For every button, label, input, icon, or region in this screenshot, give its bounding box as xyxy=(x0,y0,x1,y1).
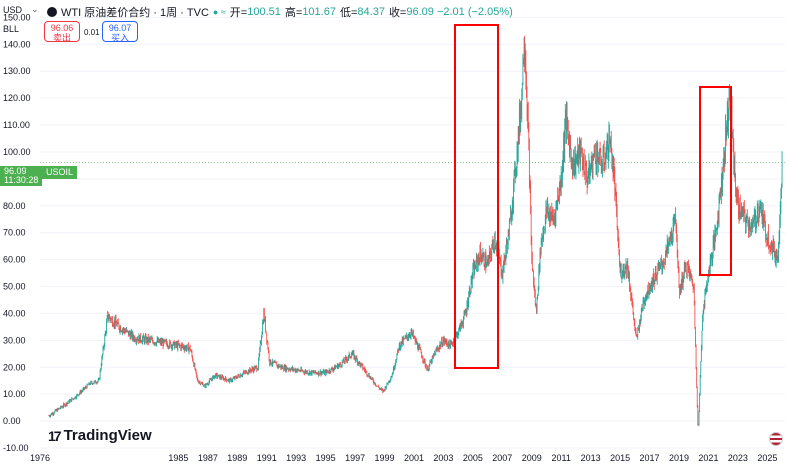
x-tick-label: 1999 xyxy=(375,453,395,463)
x-tick-label: 2015 xyxy=(610,453,630,463)
last-price-tag: 96.09 11:30:28 xyxy=(0,166,43,186)
close-value: 96.09 −2.01 (−2.05%) xyxy=(406,6,513,18)
y-tick-label: 20.00 xyxy=(3,362,26,372)
indicator-icons[interactable]: ● ≈ xyxy=(212,7,226,17)
x-tick-label: 2001 xyxy=(404,453,424,463)
x-tick-label: 2025 xyxy=(757,453,777,463)
sell-button[interactable]: 96.06 卖出 xyxy=(44,21,80,43)
y-tick-label: 110.00 xyxy=(3,120,30,130)
x-tick-label: 1995 xyxy=(316,453,336,463)
y-tick-label: 60.00 xyxy=(3,255,26,265)
x-tick-label: 1997 xyxy=(345,453,365,463)
y-tick-label: 70.00 xyxy=(3,228,26,238)
buy-price: 96.07 xyxy=(108,23,132,33)
y-tick-label: 140.00 xyxy=(3,39,31,49)
x-tick-label: 2005 xyxy=(463,453,483,463)
y-tick-label: 130.00 xyxy=(3,66,31,76)
x-tick-label: 2017 xyxy=(640,453,660,463)
us-flag-icon[interactable] xyxy=(769,432,783,446)
low-value: 84.37 xyxy=(357,6,385,18)
x-tick-label: 2021 xyxy=(698,453,718,463)
y-tick-label: 80.00 xyxy=(3,201,26,211)
grid xyxy=(40,16,785,449)
spread-value: 0.01 xyxy=(84,28,100,37)
tradingview-mark-icon: 17 xyxy=(48,427,62,444)
x-tick-label: 2003 xyxy=(433,453,453,463)
y-tick-label: 100.00 xyxy=(3,147,31,157)
unit-label: BLL xyxy=(3,24,20,34)
x-tick-label: 1989 xyxy=(227,453,247,463)
x-tick-label: 2019 xyxy=(669,453,689,463)
buy-label: 买入 xyxy=(110,33,129,43)
sell-price: 96.06 xyxy=(50,23,74,33)
last-price-time: 11:30:28 xyxy=(4,175,39,185)
x-tick-label: 1987 xyxy=(198,453,218,463)
x-axis: 1976 1985 1987 1989 1991 1993 1995 1997 1999 2001… xyxy=(30,453,777,463)
y-tick-label: 0.00 xyxy=(3,416,21,426)
highlight-box-2008 xyxy=(454,24,499,369)
sell-label: 卖出 xyxy=(52,33,71,43)
tradingview-logo[interactable]: 17 TradingView xyxy=(48,427,152,444)
last-price-value: 96.09 xyxy=(4,166,27,176)
y-tick-label: 120.00 xyxy=(3,93,31,103)
y-tick-label: 150.00 xyxy=(3,12,31,22)
symbol-logo-icon xyxy=(47,7,57,17)
chart-header: USD ⌄ WTI 原油差价合约 · 1周 · TVC ● ≈ 开= 100.51… xyxy=(0,0,790,20)
y-axis: -10.00 0.00 10.00 20.00 30.00 40.00 50.00 60.00… xyxy=(3,12,31,453)
high-value: 101.67 xyxy=(302,6,336,18)
low-label: 低= xyxy=(339,7,358,19)
y-tick-label: -10.00 xyxy=(3,443,29,453)
symbol-info: WTI 原油差价合约 · 1周 · TVC ● ≈ 开= 100.51 高= 101… xyxy=(47,4,513,20)
x-tick-label: 2011 xyxy=(552,453,571,463)
high-label: 高= xyxy=(284,7,303,19)
x-tick-label: 2013 xyxy=(581,453,601,463)
x-tick-label: 2023 xyxy=(728,453,748,463)
chevron-down-icon[interactable]: ⌄ xyxy=(31,4,39,14)
x-tick-label: 1976 xyxy=(30,453,50,463)
open-label: 开= xyxy=(229,7,248,19)
y-tick-label: 50.00 xyxy=(3,282,26,292)
x-tick-label: 1991 xyxy=(257,453,277,463)
tradingview-name: TradingView xyxy=(63,427,152,444)
highlight-box-2022 xyxy=(699,86,732,276)
y-tick-label: 10.00 xyxy=(3,389,26,399)
x-tick-label: 1993 xyxy=(286,453,306,463)
last-price-symbol: USOIL xyxy=(42,166,78,179)
y-tick-label: 30.00 xyxy=(3,335,26,345)
x-tick-label: 2009 xyxy=(522,453,542,463)
buy-button[interactable]: 96.07 买入 xyxy=(102,21,138,43)
x-tick-label: 1985 xyxy=(168,453,188,463)
y-tick-label: 40.00 xyxy=(3,308,26,318)
close-label: 收= xyxy=(388,7,407,19)
currency-label[interactable]: USD xyxy=(3,5,23,15)
symbol-title[interactable]: WTI 原油差价合约 · 1周 · TVC xyxy=(61,7,209,19)
x-tick-label: 2007 xyxy=(492,453,512,463)
open-value: 100.51 xyxy=(247,6,281,18)
